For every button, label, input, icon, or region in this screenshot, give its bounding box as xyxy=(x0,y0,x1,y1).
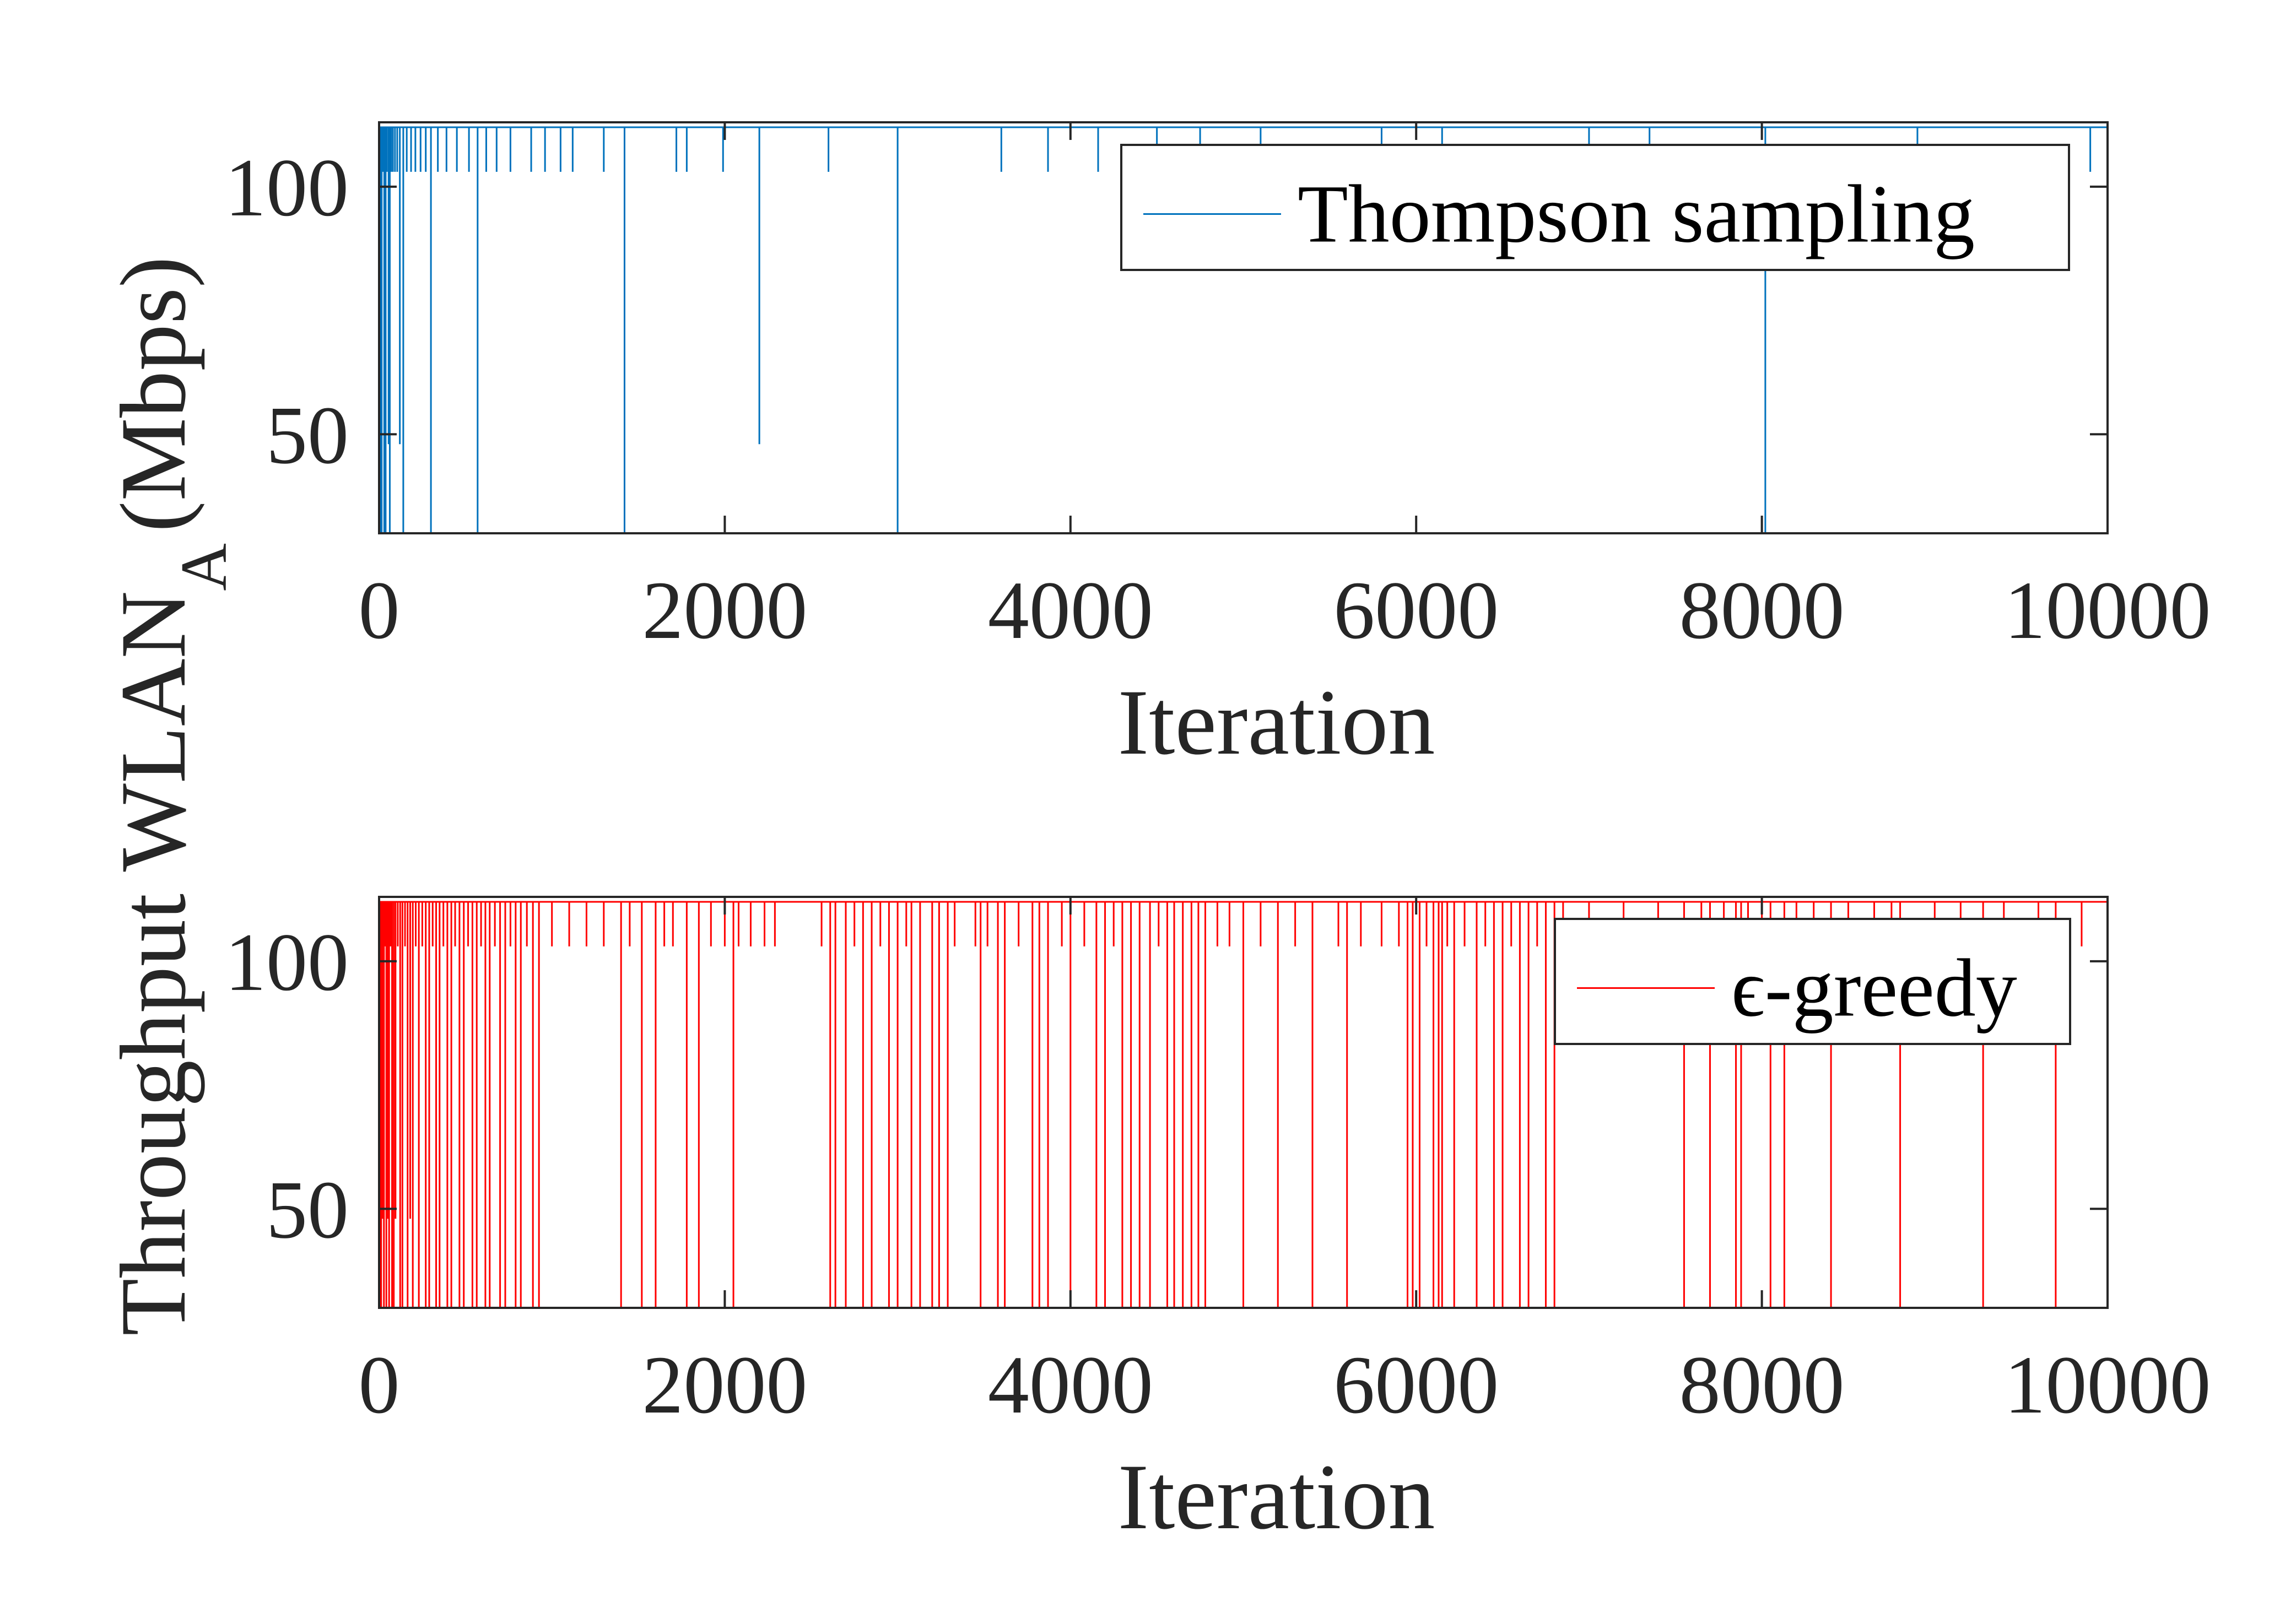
y-axis-title-unit: (Mbps) xyxy=(101,256,205,532)
y-axis-title: Throughput WLANA (Mbps) xyxy=(101,256,240,1335)
legend-label: ϵ-greedy xyxy=(1731,943,2017,1034)
legend-box xyxy=(1554,918,2071,1045)
x-tick-label: 2000 xyxy=(642,565,807,656)
y-axis-title-subscript: A xyxy=(167,543,240,591)
y-tick-label: 100 xyxy=(225,917,349,1008)
legend: ϵ-greedy xyxy=(1554,918,2071,1045)
x-tick-label: 0 xyxy=(359,1339,400,1431)
legend-box xyxy=(1120,144,2070,271)
x-tick-label: 10000 xyxy=(2005,1339,2211,1431)
x-tick-label: 6000 xyxy=(1333,565,1499,656)
y-tick-label: 50 xyxy=(266,389,349,481)
y-tick-label: 50 xyxy=(266,1164,349,1256)
x-tick-label: 10000 xyxy=(2005,565,2211,656)
x-axis-title: Iteration xyxy=(1118,1445,1435,1549)
legend: Thompson sampling xyxy=(1120,144,2070,271)
panel-epsilon-greedy: 0 2000 4000 6000 8000 10000 50 100 Iteration ϵ-gr… xyxy=(225,896,2211,1549)
x-tick-label: 0 xyxy=(359,565,400,656)
x-tick-label: 2000 xyxy=(642,1339,807,1431)
x-tick-label: 6000 xyxy=(1333,1339,1499,1431)
x-tick-label: 4000 xyxy=(988,1339,1153,1431)
x-tick-label: 8000 xyxy=(1679,565,1845,656)
x-axis-title: Iteration xyxy=(1118,670,1435,774)
legend-label: Thompson sampling xyxy=(1298,169,1975,260)
panel-thompson-sampling: 0 2000 4000 6000 8000 10000 50 100 Iteration Thom… xyxy=(225,121,2211,774)
axes-box xyxy=(378,896,2109,1309)
y-axis-title-main: Throughput WLAN xyxy=(101,591,205,1336)
x-tick-label: 4000 xyxy=(988,565,1153,656)
y-tick-label: 100 xyxy=(225,142,349,234)
x-tick-label: 8000 xyxy=(1679,1339,1845,1431)
axes-box xyxy=(378,121,2109,534)
